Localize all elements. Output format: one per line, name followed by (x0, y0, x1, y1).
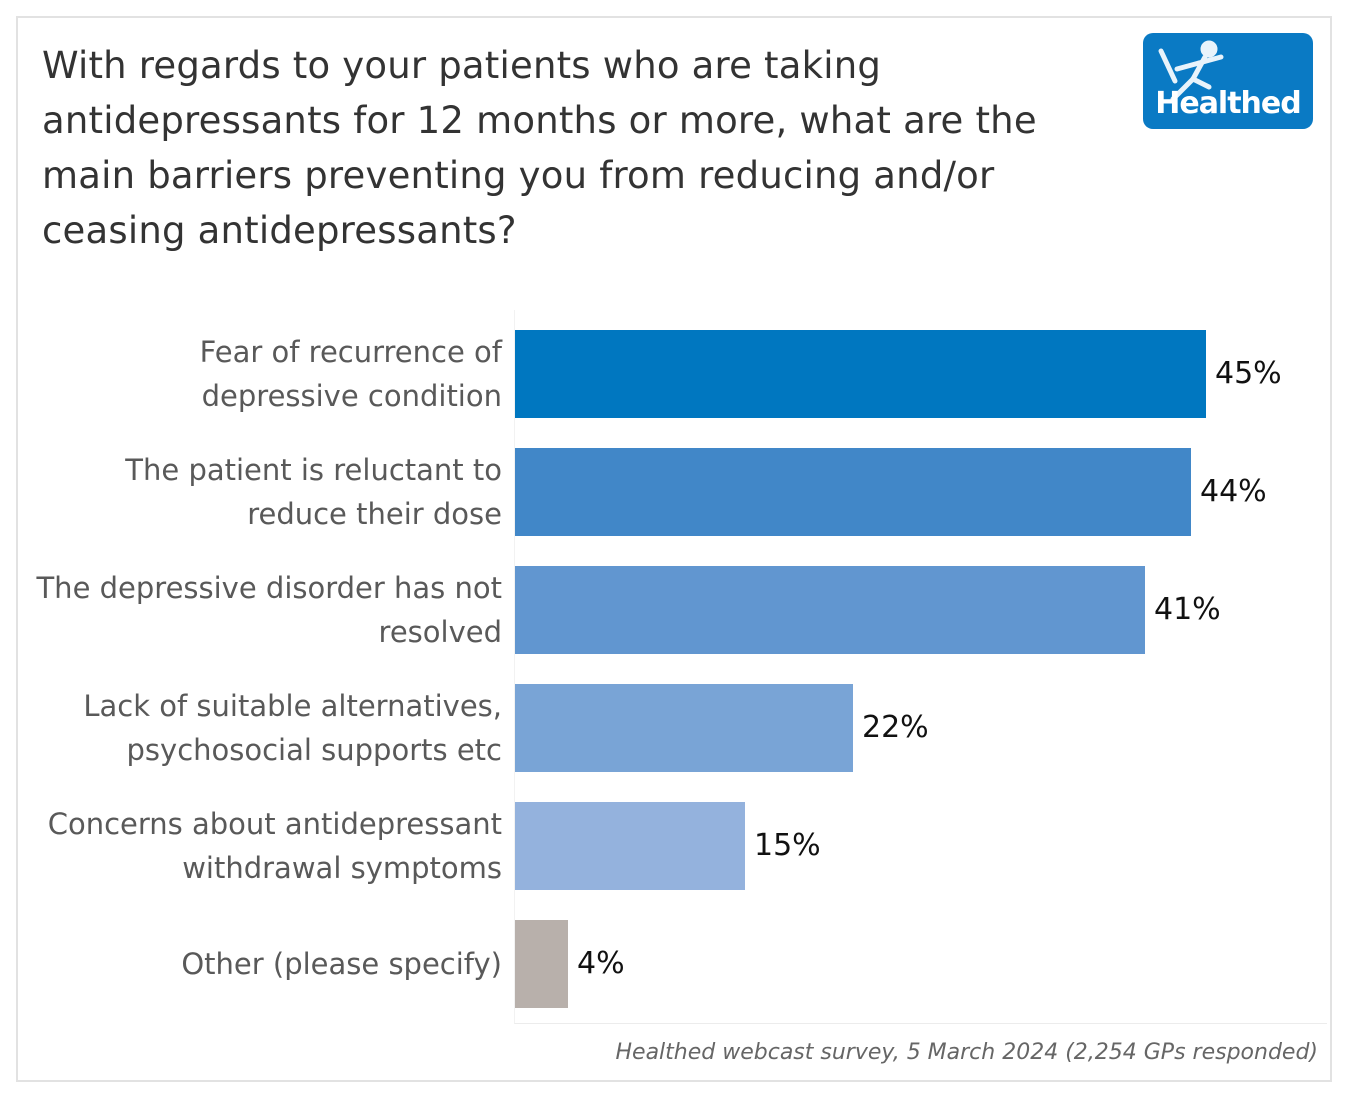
category-label-line: The depressive disorder has not (36, 571, 502, 605)
value-label: 45% (1215, 356, 1282, 391)
value-label: 22% (862, 710, 929, 745)
bar (515, 802, 745, 890)
category-label: Concerns about antidepressant withdrawal … (2, 802, 502, 890)
source-note: Healthed webcast survey, 5 March 2024 (2… (615, 1040, 1319, 1065)
plot-area (514, 310, 1327, 1024)
category-label-line: psychosocial supports etc (126, 733, 502, 767)
category-label-line: withdrawal symptoms (182, 851, 502, 885)
category-label: Lack of suitable alternatives, psychosoci… (2, 684, 502, 772)
runner-icon (1158, 40, 1224, 102)
category-label: The depressive disorder has not resolved (2, 566, 502, 654)
category-label-line: resolved (378, 615, 502, 649)
bar (515, 448, 1191, 536)
bar (515, 330, 1206, 418)
category-label-line: Lack of suitable alternatives, (83, 689, 502, 723)
category-label-line: Concerns about antidepressant (47, 807, 502, 841)
value-label: 15% (754, 828, 821, 863)
category-label-line: Other (please specify) (181, 947, 502, 981)
category-label-line: The patient is reluctant to (125, 453, 502, 487)
healthed-logo: Healthed (1143, 33, 1313, 129)
category-label: Fear of recurrence of depressive conditio… (2, 330, 502, 418)
category-label: Other (please specify) (2, 942, 502, 986)
bar (515, 566, 1145, 654)
value-label: 44% (1200, 474, 1267, 509)
category-label-line: Fear of recurrence of (199, 335, 502, 369)
bar (515, 920, 568, 1008)
category-label-line: reduce their dose (247, 497, 502, 531)
logo-text: Healthed (1155, 86, 1302, 121)
chart-frame (16, 16, 1332, 1082)
category-label: The patient is reluctant to reduce their … (2, 448, 502, 536)
chart-title: With regards to your patients who are ta… (42, 44, 1037, 252)
value-label: 4% (577, 946, 625, 981)
category-label-line: depressive condition (201, 379, 502, 413)
bar (515, 684, 853, 772)
value-label: 41% (1154, 592, 1221, 627)
